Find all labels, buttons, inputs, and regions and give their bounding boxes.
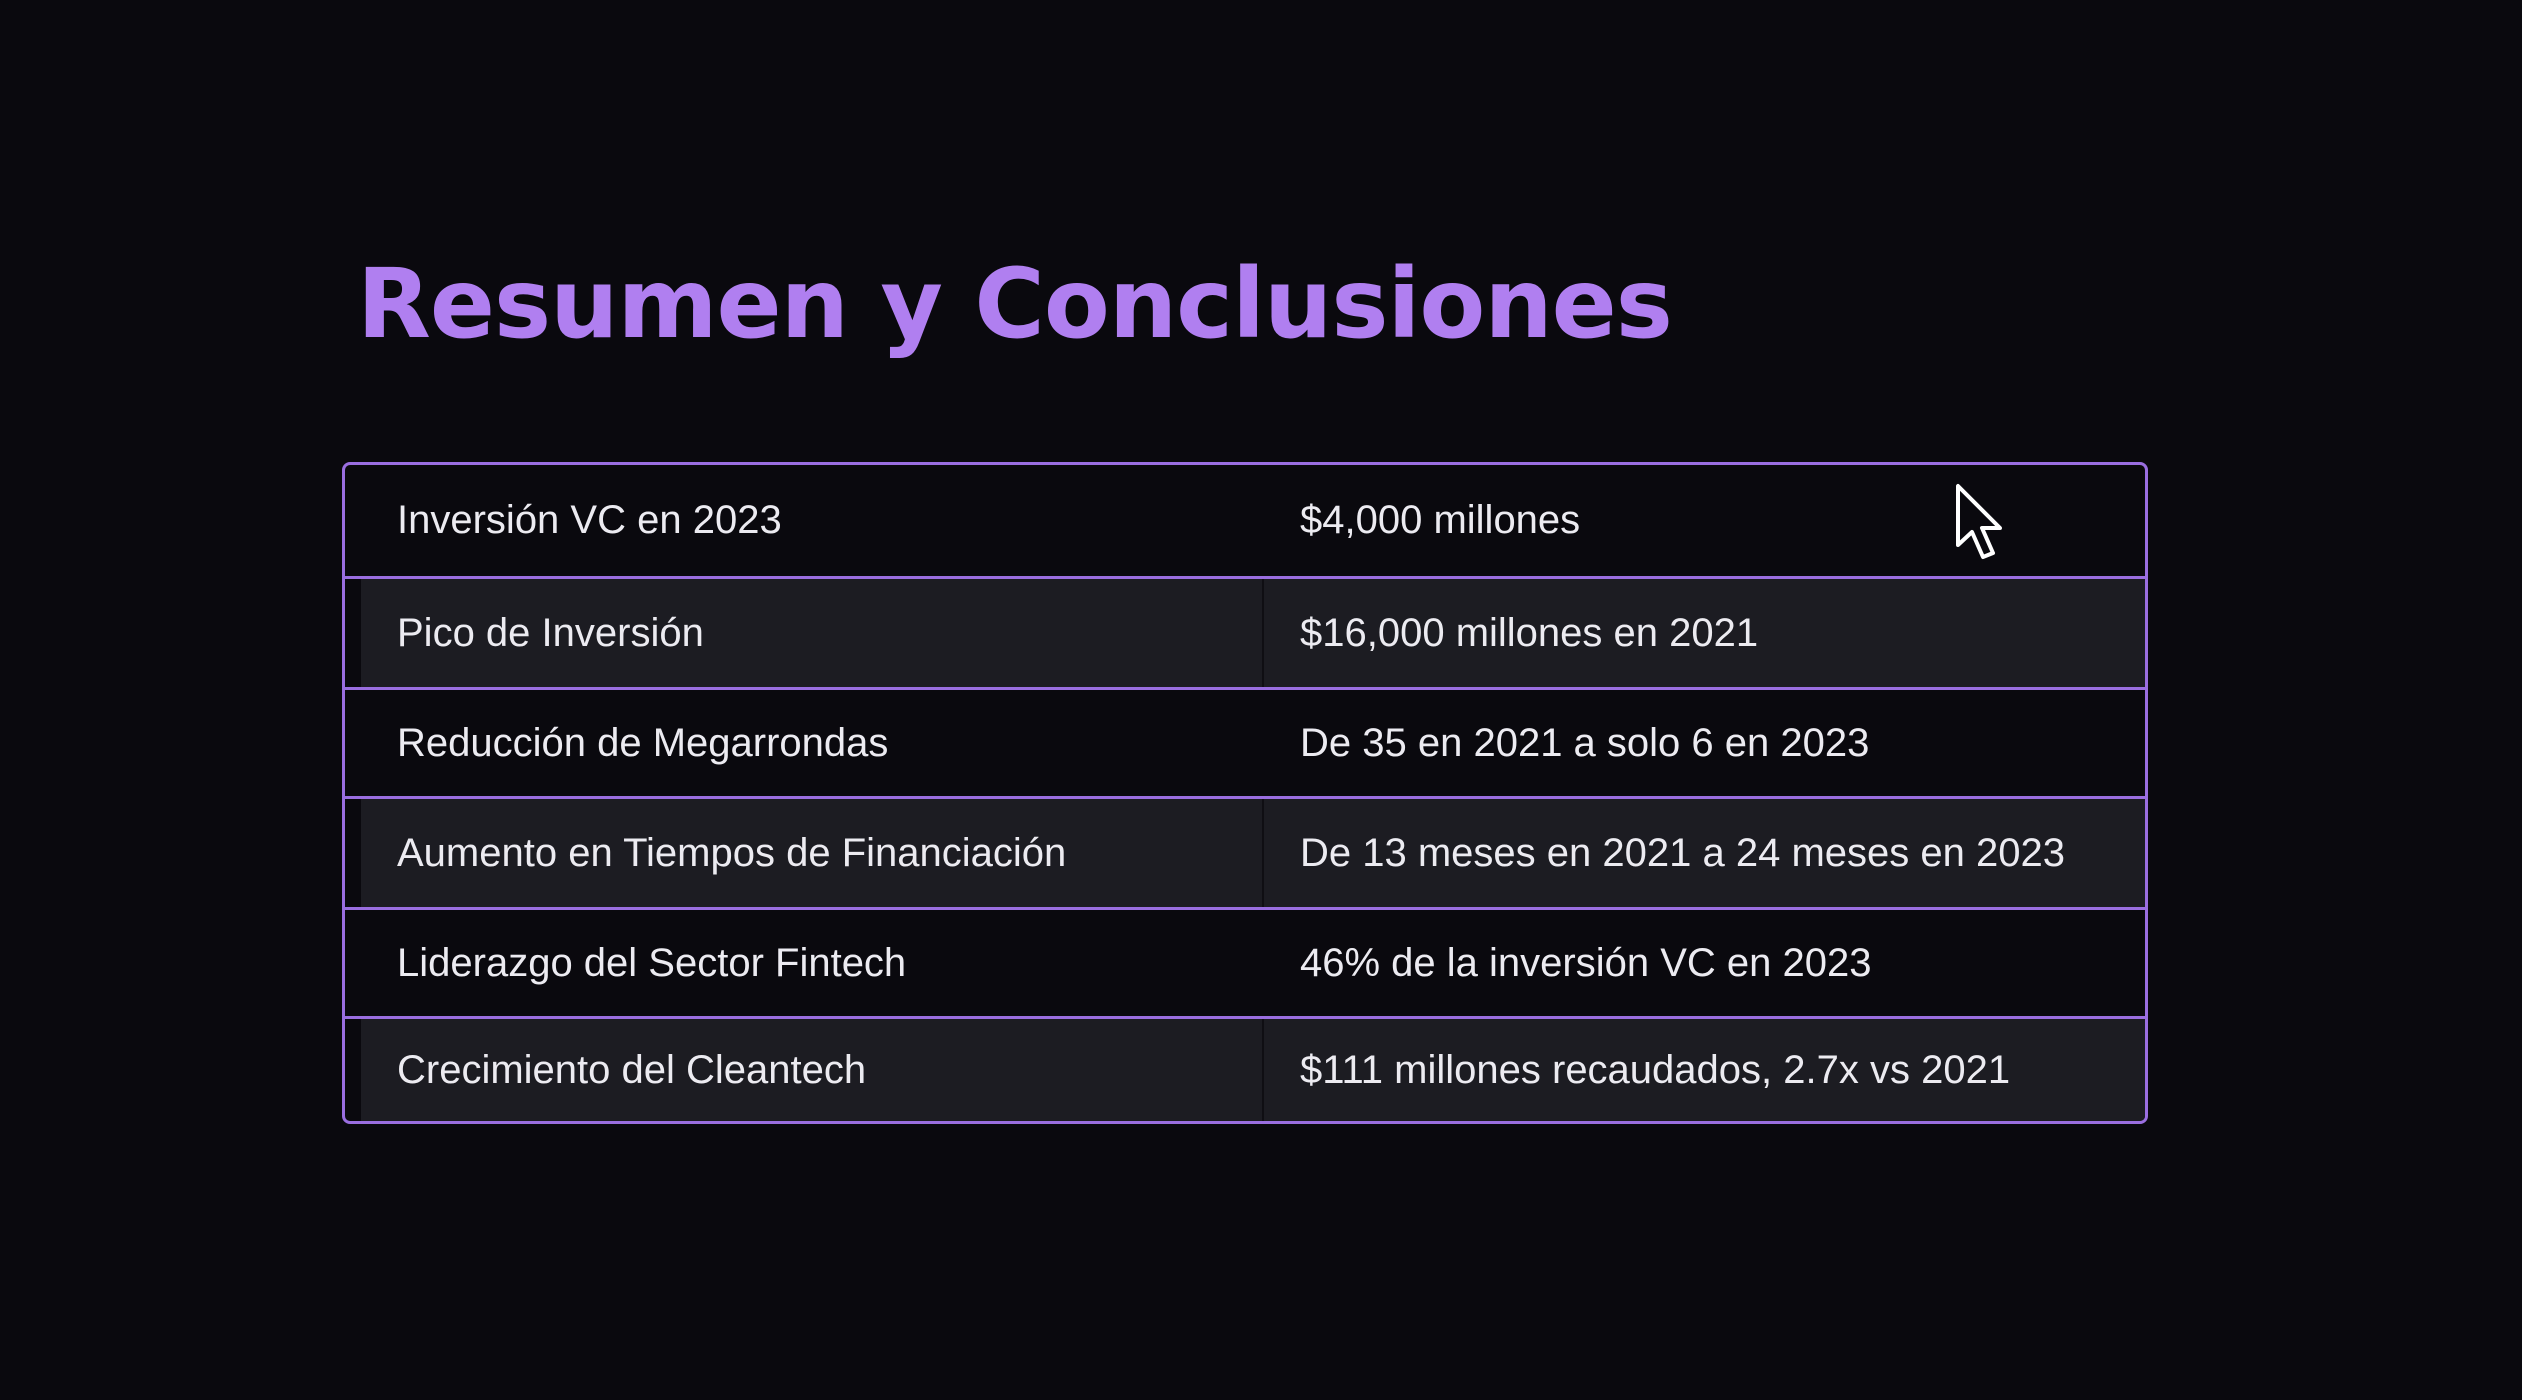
row-value: 46% de la inversión VC en 2023 (1300, 940, 1872, 985)
table-row: Aumento en Tiempos de Financiación De 13… (345, 796, 2145, 907)
table-row: Crecimiento del Cleantech $111 millones … (345, 1016, 2145, 1121)
row-value: $111 millones recaudados, 2.7x vs 2021 (1300, 1047, 2011, 1092)
table-row: Inversión VC en 2023 $4,000 millones (345, 465, 2145, 576)
table-row: Reducción de Megarrondas De 35 en 2021 a… (345, 687, 2145, 796)
row-value: De 35 en 2021 a solo 6 en 2023 (1300, 720, 1870, 765)
row-value: $4,000 millones (1300, 498, 1581, 542)
table-row: Pico de Inversión $16,000 millones en 20… (345, 576, 2145, 687)
table-row: Liderazgo del Sector Fintech 46% de la i… (345, 907, 2145, 1016)
mouse-pointer-icon (1956, 484, 2002, 559)
row-label: Crecimiento del Cleantech (397, 1047, 867, 1092)
row-label: Aumento en Tiempos de Financiación (397, 830, 1067, 875)
row-value: $16,000 millones en 2021 (1300, 610, 1759, 655)
row-label: Inversión VC en 2023 (397, 498, 782, 542)
row-value: De 13 meses en 2021 a 24 meses en 2023 (1300, 830, 2065, 875)
row-label: Pico de Inversión (397, 610, 704, 655)
slide-title: Resumen y Conclusiones (357, 248, 1673, 360)
row-label: Reducción de Megarrondas (397, 720, 889, 765)
row-label: Liderazgo del Sector Fintech (397, 940, 907, 985)
summary-table: Inversión VC en 2023 $4,000 millones Pic… (342, 462, 2148, 1124)
